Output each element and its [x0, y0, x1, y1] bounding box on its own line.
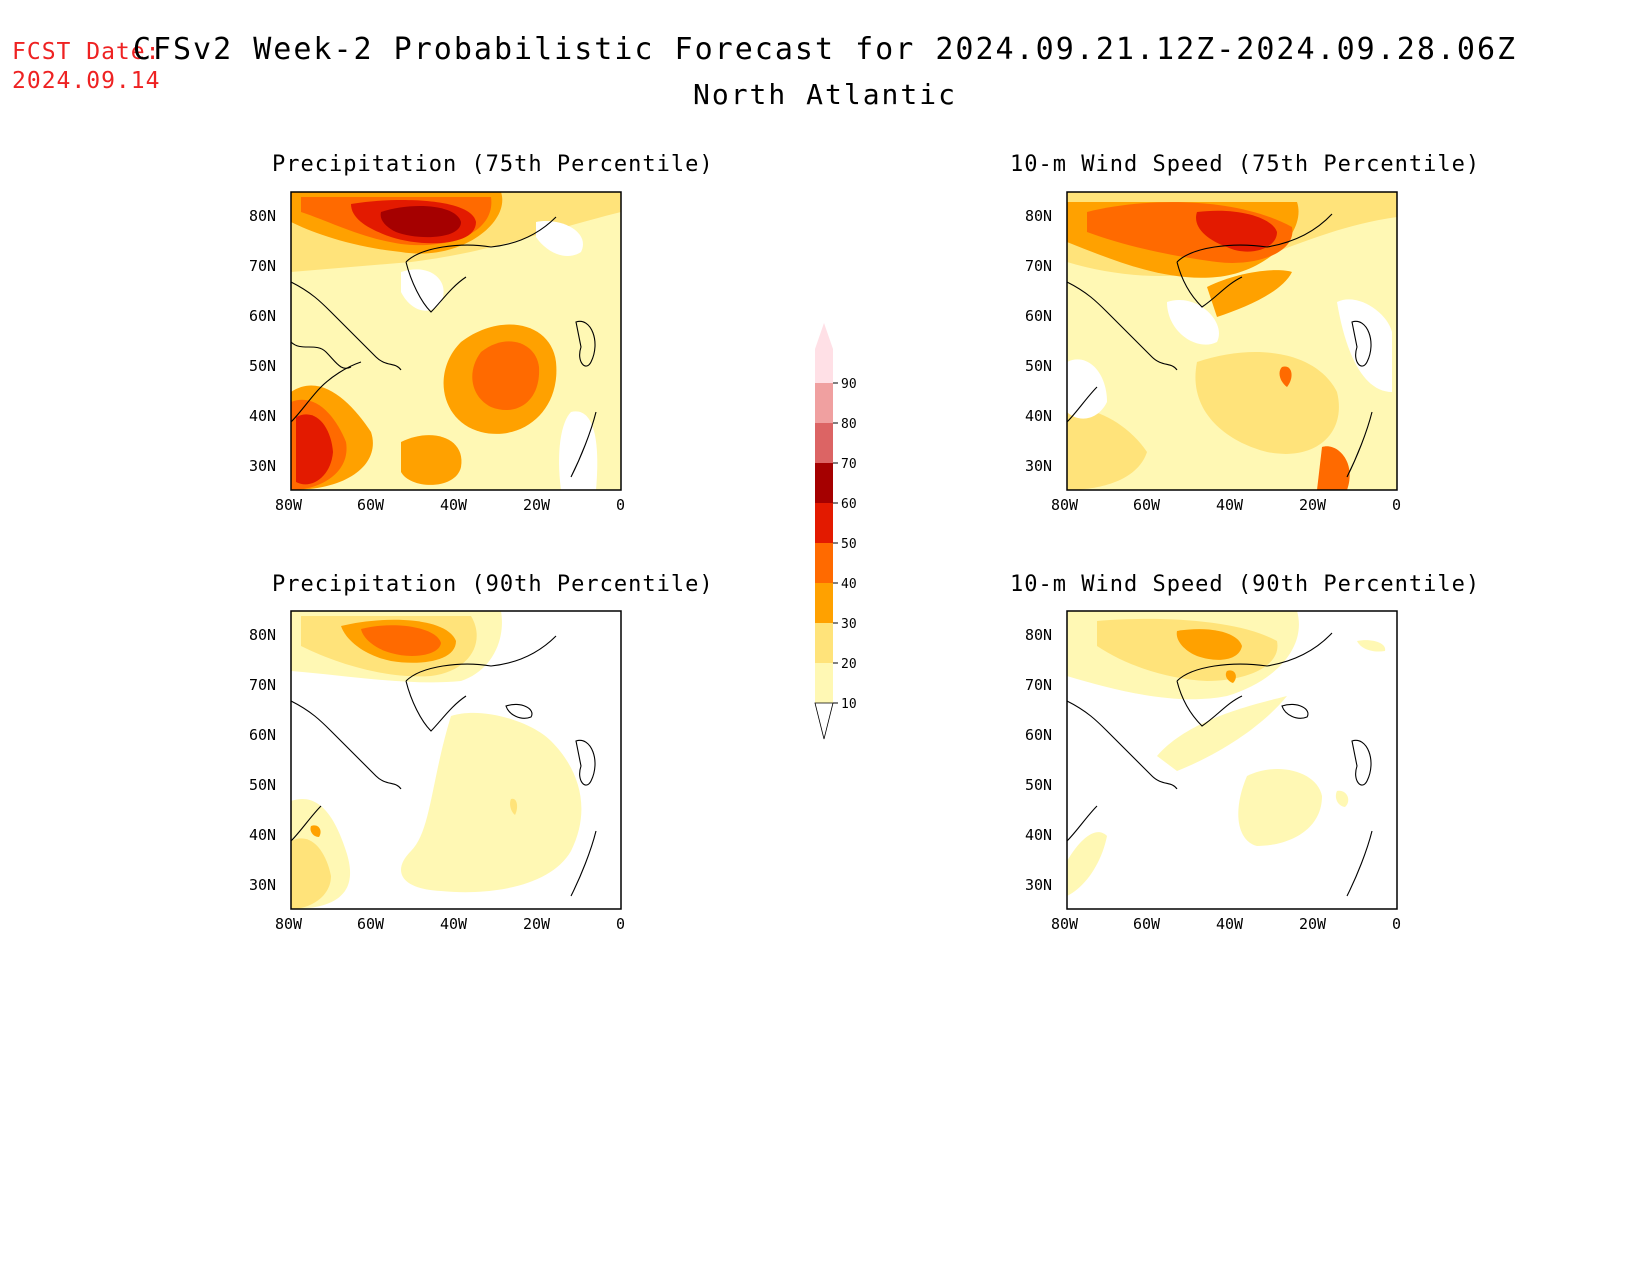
- lat-tick-label: 60N: [1025, 307, 1052, 325]
- lon-tick-label: 60W: [1133, 496, 1161, 514]
- colorbar-label: 40: [841, 577, 857, 592]
- colorbar-label: 20: [841, 657, 857, 672]
- lon-tick-label: 60W: [1133, 915, 1161, 933]
- fcst-date-value: 2024.09.14: [12, 68, 161, 94]
- lat-tick-label: 70N: [1025, 676, 1052, 694]
- panel-title-precip-90: Precipitation (90th Percentile): [272, 572, 714, 597]
- map-wind-90: 80N 70N 60N 50N 40N 30N 80W 60W 40W 20W …: [1025, 610, 1401, 933]
- lat-tick-label: 70N: [249, 676, 276, 694]
- lon-tick-label: 20W: [523, 915, 551, 933]
- lon-tick-label: 60W: [357, 915, 385, 933]
- lat-tick-label: 80N: [1025, 626, 1052, 644]
- lon-tick-label: 80W: [275, 496, 303, 514]
- colorbar-label: 70: [841, 457, 857, 472]
- lat-tick-label: 80N: [249, 626, 276, 644]
- lat-tick-label: 30N: [249, 457, 276, 475]
- lat-tick-labels: 80N 70N 60N 50N 40N 30N: [1025, 207, 1052, 475]
- colorbar-swatch: [815, 463, 833, 503]
- lat-tick-label: 50N: [1025, 776, 1052, 794]
- lon-tick-labels: 80W 60W 40W 20W 0: [275, 915, 625, 933]
- lon-tick-label: 80W: [275, 915, 303, 933]
- lon-tick-label: 20W: [1299, 496, 1327, 514]
- colorbar-label: 10: [841, 697, 857, 712]
- lon-tick-label: 0: [1392, 915, 1401, 933]
- fcst-date-label: FCST Date:: [12, 39, 161, 65]
- colorbar-label: 60: [841, 497, 857, 512]
- lat-tick-label: 50N: [1025, 357, 1052, 375]
- lon-tick-label: 20W: [1299, 915, 1327, 933]
- lat-tick-label: 40N: [249, 826, 276, 844]
- lat-tick-label: 40N: [1025, 826, 1052, 844]
- lat-tick-label: 70N: [1025, 257, 1052, 275]
- colorbar-label: 50: [841, 537, 857, 552]
- lat-tick-label: 80N: [1025, 207, 1052, 225]
- lat-tick-labels: 80N 70N 60N 50N 40N 30N: [249, 207, 276, 475]
- lat-tick-label: 40N: [1025, 407, 1052, 425]
- lon-tick-label: 80W: [1051, 915, 1079, 933]
- panel-title-precip-75: Precipitation (75th Percentile): [272, 152, 714, 177]
- map-precip-90: 80N 70N 60N 50N 40N 30N 80W 60W 40W 20W …: [249, 610, 625, 933]
- map-wind-75: 80N 70N 60N 50N 40N 30N 80W 60W 40W 20W …: [1025, 191, 1401, 514]
- forecast-date-block: FCST Date: 2024.09.14: [12, 38, 160, 96]
- lon-tick-label: 40W: [1216, 496, 1244, 514]
- lat-tick-labels: 80N 70N 60N 50N 40N 30N: [249, 626, 276, 894]
- lon-tick-labels: 80W 60W 40W 20W 0: [1051, 496, 1401, 514]
- colorbar-swatch: [815, 623, 833, 663]
- lon-tick-label: 60W: [357, 496, 385, 514]
- lat-tick-label: 50N: [249, 357, 276, 375]
- lon-tick-label: 40W: [1216, 915, 1244, 933]
- lat-tick-label: 50N: [249, 776, 276, 794]
- lat-tick-label: 60N: [249, 307, 276, 325]
- lon-tick-label: 0: [616, 496, 625, 514]
- lon-tick-label: 40W: [440, 915, 468, 933]
- colorbar-label: 90: [841, 377, 857, 392]
- colorbar-swatch: [815, 543, 833, 583]
- colorbar-label: 30: [841, 617, 857, 632]
- lat-tick-label: 30N: [1025, 457, 1052, 475]
- colorbar-swatch: [815, 583, 833, 623]
- colorbar-lower-arrow: [814, 702, 834, 740]
- main-title: CFSv2 Week-2 Probabilistic Forecast for …: [132, 32, 1518, 67]
- lon-tick-label: 20W: [523, 496, 551, 514]
- region-subtitle: North Atlantic: [692, 78, 957, 111]
- lat-tick-label: 40N: [249, 407, 276, 425]
- lat-tick-label: 30N: [1025, 876, 1052, 894]
- colorbar-label: 80: [841, 417, 857, 432]
- colorbar-swatch: [815, 503, 833, 543]
- lat-tick-label: 80N: [249, 207, 276, 225]
- colorbar-swatch: [815, 423, 833, 463]
- map-precip-75: 80N 70N 60N 50N 40N 30N 80W 60W 40W 20W …: [249, 191, 625, 514]
- colorbar-swatch: [815, 323, 833, 383]
- lat-tick-label: 60N: [1025, 726, 1052, 744]
- lat-tick-label: 60N: [249, 726, 276, 744]
- colorbar-swatch: [815, 663, 833, 703]
- lon-tick-label: 0: [1392, 496, 1401, 514]
- lon-tick-label: 40W: [440, 496, 468, 514]
- panel-title-wind-75: 10-m Wind Speed (75th Percentile): [1010, 152, 1481, 177]
- lon-tick-label: 0: [616, 915, 625, 933]
- lon-tick-labels: 80W 60W 40W 20W 0: [275, 496, 625, 514]
- lat-tick-labels: 80N 70N 60N 50N 40N 30N: [1025, 626, 1052, 894]
- lat-tick-label: 70N: [249, 257, 276, 275]
- panel-title-wind-90: 10-m Wind Speed (90th Percentile): [1010, 572, 1481, 597]
- lat-tick-label: 30N: [249, 876, 276, 894]
- lon-tick-labels: 80W 60W 40W 20W 0: [1051, 915, 1401, 933]
- lon-tick-label: 80W: [1051, 496, 1079, 514]
- colorbar-swatch: [815, 383, 833, 423]
